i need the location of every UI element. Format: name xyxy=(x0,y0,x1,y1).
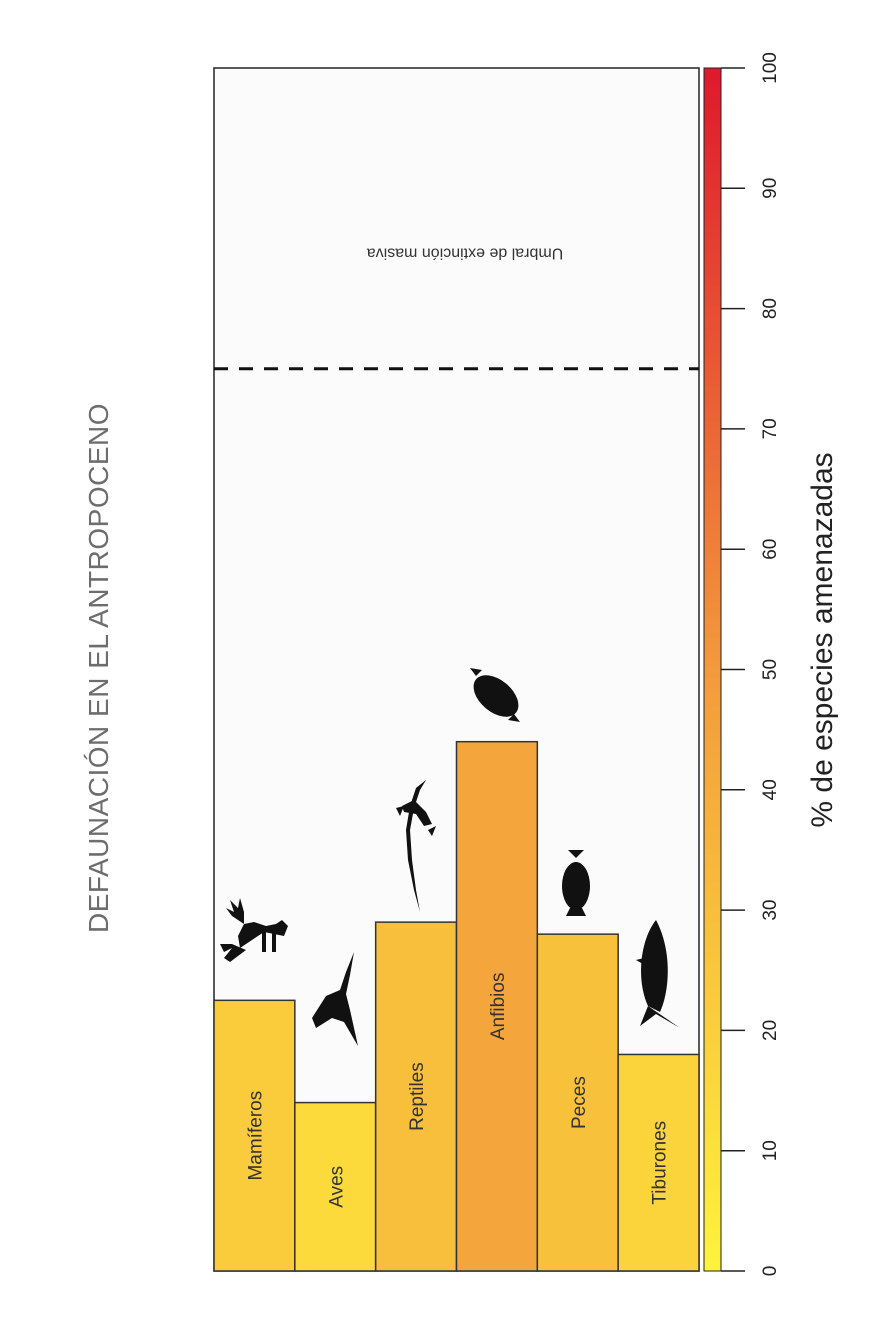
deer-icon xyxy=(220,898,288,962)
bar-label-5: Peces xyxy=(569,1076,590,1129)
tick-label-100: 100 xyxy=(760,52,781,84)
bar-6 xyxy=(617,1053,700,1272)
bar-label-4: Anfibios xyxy=(488,973,509,1041)
frog-icon xyxy=(470,668,520,722)
tick-label-20: 20 xyxy=(760,1020,781,1041)
tick-label-90: 90 xyxy=(760,178,781,199)
colorbar-ticks: 0 10 20 30 40 50 60 70 80 90 100 xyxy=(721,52,781,1276)
bar-label-1: Mamíferos xyxy=(245,1091,266,1181)
chart-title: DEFAUNACIÓN EN EL ANTROPOCENO xyxy=(83,403,114,933)
tick-label-40: 40 xyxy=(760,779,781,800)
bar-1 xyxy=(213,999,296,1272)
bar-3 xyxy=(374,921,458,1272)
threshold-label: Umbral de extinción masiva xyxy=(367,244,564,261)
tick-label-30: 30 xyxy=(760,900,781,921)
bar-4 xyxy=(455,740,539,1272)
bar-labels-group: Mamíferos Aves Reptiles Anfibios Peces Tiburo… xyxy=(245,973,670,1208)
bar-label-2: Aves xyxy=(326,1166,347,1208)
bar-5 xyxy=(536,933,619,1272)
tick-label-60: 60 xyxy=(760,539,781,560)
tick-label-70: 70 xyxy=(760,418,781,439)
lizard-icon xyxy=(396,780,436,912)
bar-label-3: Reptiles xyxy=(407,1062,428,1131)
tick-label-10: 10 xyxy=(760,1140,781,1161)
colorbar xyxy=(703,67,722,1272)
bar-2 xyxy=(294,1101,377,1272)
y-axis-label: % de especies amenazadas xyxy=(806,452,839,827)
tick-label-50: 50 xyxy=(760,659,781,680)
tick-label-80: 80 xyxy=(760,298,781,319)
bar-label-6: Tiburones xyxy=(650,1121,671,1205)
shark-icon xyxy=(636,920,680,1028)
bird-icon xyxy=(312,952,358,1046)
tick-label-0: 0 xyxy=(760,1266,781,1277)
fish-icon xyxy=(562,850,590,916)
bars-group xyxy=(213,740,700,1272)
